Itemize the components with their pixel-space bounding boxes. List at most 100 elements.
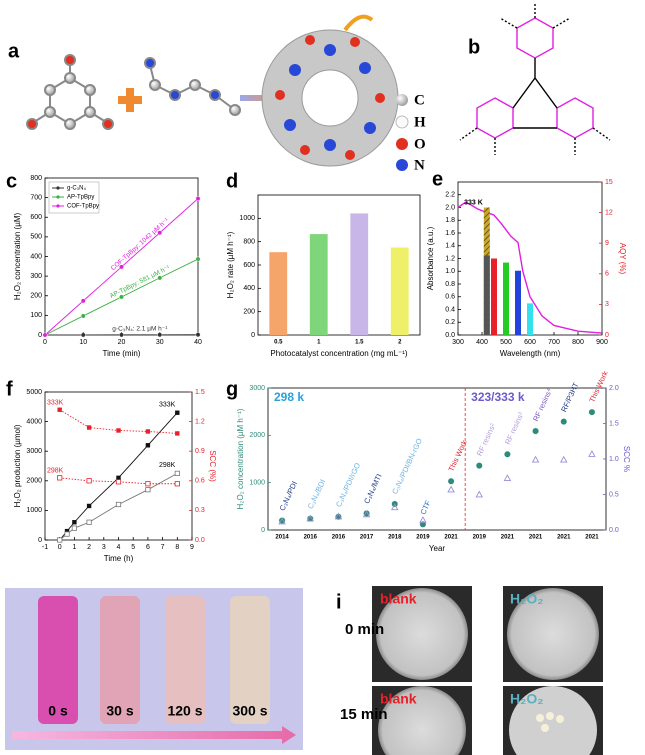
x-tick-label: 2019: [416, 535, 430, 541]
y-axis-label: Absorbance (a.u.): [426, 226, 435, 290]
y-tick-label: 1.6: [445, 230, 455, 237]
y-tick-label: 800: [243, 239, 255, 246]
x-tick-label: 500: [500, 339, 512, 346]
panel-label: e: [432, 168, 443, 190]
point: [115, 501, 122, 508]
point: [116, 475, 121, 481]
atom-legend: C H O N: [395, 92, 426, 173]
point: [447, 477, 455, 485]
y2-tick-label: 9: [605, 240, 609, 247]
y-tick-label: 3000: [249, 385, 265, 392]
x-tick-label: 2021: [444, 535, 458, 541]
row-label: 0 min: [345, 621, 384, 638]
point-label: RF resins⁴: [531, 387, 554, 423]
y2-tick-label: 1.2: [195, 418, 205, 425]
point: [390, 503, 399, 511]
y-tick-label: 1000: [239, 215, 255, 222]
point: [145, 487, 151, 493]
x-axis-label: Time (h): [104, 554, 134, 563]
point: [119, 332, 124, 338]
point: [334, 512, 343, 520]
y-tick-label: 800: [30, 175, 42, 182]
point: [80, 313, 86, 319]
point: [306, 514, 315, 522]
y2-tick-label: 0.5: [609, 491, 619, 498]
y-tick-label: 1000: [26, 507, 42, 514]
point-label: C₃N₄/PDI: [278, 480, 299, 512]
section-label: 323/333 k: [471, 390, 525, 404]
y-tick-label: 0.0: [445, 332, 455, 339]
point: [157, 332, 163, 338]
x-axis-label: Wavelength (nm): [500, 349, 561, 358]
x-tick-label: 2021: [501, 535, 515, 541]
series-label: 298K: [47, 468, 64, 475]
bar: [390, 247, 409, 335]
series-label: 333K: [159, 402, 176, 409]
point: [64, 528, 70, 534]
annotation: COF-TpBpy: 1042 µM h⁻¹: [110, 217, 171, 273]
time-label: 300 s: [232, 703, 267, 719]
point: [362, 510, 371, 518]
point: [116, 428, 121, 433]
y-tick-label: 0.2: [445, 319, 455, 326]
x-tick-label: 2021: [529, 535, 543, 541]
bar-label: 333 K: [464, 199, 483, 206]
y2-tick-label: 0: [605, 332, 609, 339]
y2-axis-label: AQY (%): [618, 243, 627, 275]
y-tick-label: 1.8: [445, 217, 455, 224]
x-tick-label: 2017: [360, 535, 374, 541]
bar: [269, 252, 288, 335]
y-tick-label: 5000: [26, 389, 42, 396]
point: [119, 294, 124, 300]
bar: [483, 255, 490, 335]
point-label: RF resins²: [475, 422, 498, 458]
y2-tick-label: 0.0: [609, 527, 619, 534]
x-tick-label: 20: [118, 339, 126, 346]
time-label: 120 s: [167, 703, 202, 719]
plus-icon: [118, 88, 142, 112]
y-axis-label: H₂O₂ production (µmol): [13, 424, 22, 507]
photo-tubes: [5, 588, 303, 750]
annotation: g-C₃N₄: 2.1 µM h⁻¹: [112, 325, 168, 332]
point: [145, 481, 151, 487]
point: [157, 230, 163, 236]
y-tick-label: 4000: [26, 418, 42, 425]
x-tick-label: 8: [175, 544, 179, 551]
point: [57, 537, 63, 543]
point: [447, 485, 455, 493]
y2-tick-label: 0.0: [195, 537, 205, 544]
y2-axis-label: SCC (%): [208, 450, 217, 482]
point: [559, 455, 568, 463]
x-tick-label: 3: [102, 544, 106, 551]
y-tick-label: 600: [243, 262, 255, 269]
bar: [491, 258, 497, 335]
point-label: CTF: [418, 499, 432, 516]
y-tick-label: 2.0: [445, 204, 455, 211]
legend-label: N: [414, 157, 425, 173]
x-tick-label: 10: [79, 339, 87, 346]
point: [532, 427, 539, 435]
structure-diagram: [459, 4, 611, 155]
point: [504, 450, 511, 458]
y-tick-label: 0: [38, 537, 42, 544]
x-tick-label: 400: [476, 339, 488, 346]
y-tick-label: 200: [30, 293, 42, 300]
line: [457, 201, 603, 334]
point: [80, 298, 86, 304]
x-tick-label: 0.5: [274, 340, 283, 346]
panel-label: i: [336, 591, 342, 613]
legend-swatch: [56, 195, 60, 199]
point: [86, 478, 92, 484]
point: [64, 531, 70, 537]
x-tick-label: 300: [452, 339, 464, 346]
point: [57, 407, 62, 412]
x-tick-label: 1: [317, 340, 321, 346]
plate-label: blank: [380, 591, 417, 607]
point: [195, 256, 201, 262]
photo-plates: [372, 586, 603, 755]
y2-tick-label: 3: [605, 301, 609, 308]
y2-tick-label: 12: [605, 209, 613, 216]
x-tick-label: 6: [146, 544, 150, 551]
x-tick-label: 700: [548, 339, 560, 346]
